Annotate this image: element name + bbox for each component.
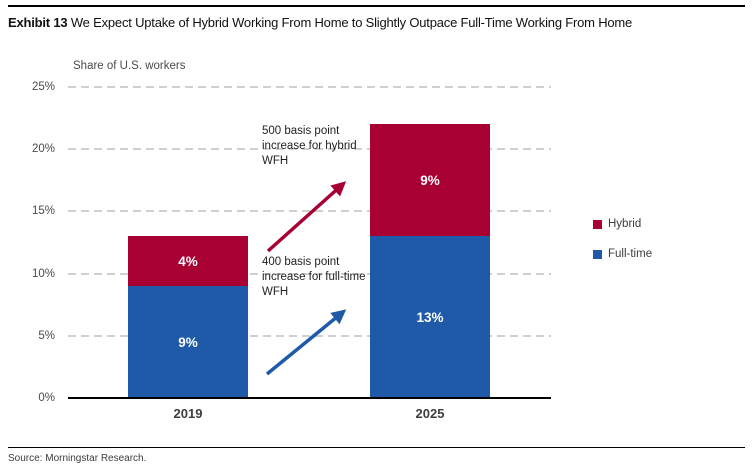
annotation-hybrid-increase: 500 basis point increase for hybrid WFH	[262, 125, 357, 167]
exhibit-title: Exhibit 13 We Expect Uptake of Hybrid Wo…	[8, 15, 632, 30]
y-tick-label: 5%	[38, 329, 55, 342]
y-tick-label: 15%	[31, 205, 55, 218]
legend-swatch	[593, 219, 602, 229]
bar-segment-full-time: 9%	[128, 286, 248, 398]
gridline	[68, 86, 551, 88]
bar-segment-hybrid: 9%	[370, 124, 490, 237]
x-axis-line	[68, 397, 551, 399]
source-note: Source: Morningstar Research.	[8, 453, 147, 464]
axis-title: Share of U.S. workers	[73, 60, 186, 72]
bar-value-label: 13%	[416, 309, 444, 325]
y-tick-label: 0%	[38, 392, 55, 404]
legend-item-full-time: Full-time	[593, 247, 652, 261]
exhibit-number: Exhibit 13	[8, 15, 68, 30]
legend-label: Hybrid	[608, 218, 642, 230]
gridline	[68, 148, 551, 151]
legend-label: Full-time	[608, 248, 653, 260]
y-tick-label: 10%	[31, 267, 55, 280]
bar-segment-hybrid: 4%	[128, 236, 248, 287]
category-label: 2019	[173, 406, 203, 421]
y-tick-label: 25%	[31, 81, 55, 93]
bottom-rule	[8, 447, 745, 448]
hybrid-increase-arrow	[266, 181, 347, 253]
category-label: 2025	[415, 406, 445, 421]
legend-swatch	[593, 249, 602, 259]
annotation-fulltime-increase: 400 basis point increase for full-time W…	[262, 256, 366, 298]
fulltime-increase-arrow	[265, 309, 347, 376]
legend: Hybrid Full-time	[593, 217, 652, 277]
bar-value-label: 9%	[420, 172, 440, 188]
legend-item-hybrid: Hybrid	[593, 217, 652, 231]
gridline	[68, 272, 551, 275]
bar-segment-full-time: 13%	[370, 236, 490, 398]
top-rule	[8, 5, 745, 7]
bar-value-label: 9%	[178, 334, 198, 350]
bar-value-label: 4%	[178, 253, 198, 269]
exhibit-title-text: We Expect Uptake of Hybrid Working From …	[67, 15, 633, 30]
y-tick-label: 20%	[31, 143, 55, 156]
